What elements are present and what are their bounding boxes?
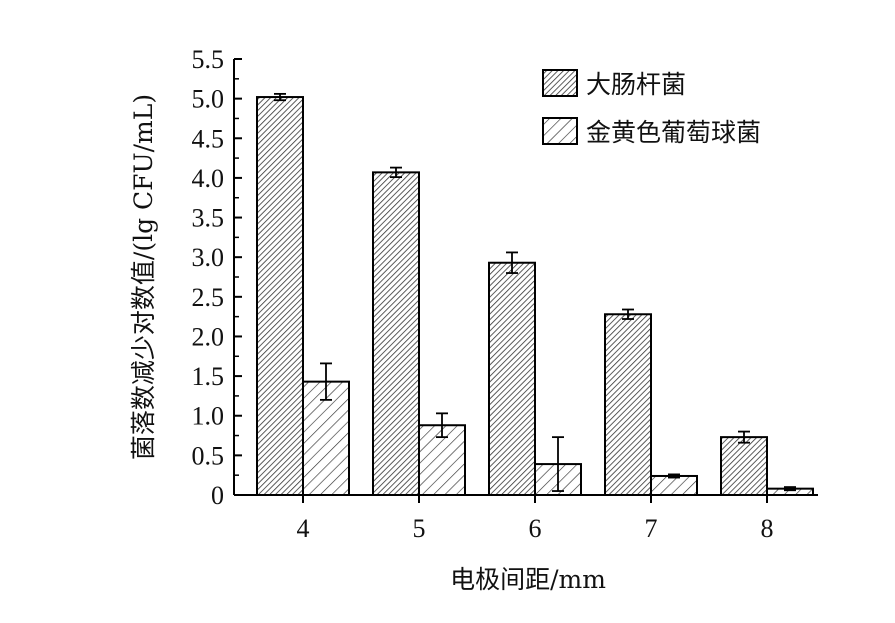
y-tick-label: 4.5 [192, 124, 225, 153]
y-tick-label: 0.5 [192, 441, 225, 470]
bar-ecoli-4 [256, 96, 304, 497]
y-tick-label: 1.5 [192, 362, 225, 391]
y-tick-label: 5.0 [192, 85, 225, 114]
bar-saureus-7 [650, 474, 698, 497]
plot-area: 0 0.5 1.0 1.5 2.0 2.5 3.0 3.5 4.0 4.5 5.0 5.5 4 5 6 7 8 [192, 45, 818, 543]
y-tick-label: 3.5 [192, 204, 225, 233]
legend-label: 金黄色葡萄球菌 [586, 118, 761, 147]
bar-ecoli-6 [488, 261, 536, 496]
y-tick-label: 1.0 [192, 402, 225, 431]
x-tick-label: 4 [297, 514, 310, 543]
bar-ecoli-8 [720, 436, 768, 497]
bar-ecoli-5 [372, 171, 420, 497]
y-tick-label: 2.0 [192, 322, 225, 351]
y-tick-label: 2.5 [192, 283, 225, 312]
legend-swatch [542, 117, 578, 145]
legend-label: 大肠杆菌 [586, 70, 686, 99]
x-tick-label: 7 [645, 514, 658, 543]
y-axis-title: 菌落数减少对数值/(lg CFU/mL) [129, 94, 158, 460]
y-tick-label: 5.5 [192, 45, 225, 74]
x-tick-label: 5 [413, 514, 426, 543]
bar-ecoli-7 [604, 313, 652, 496]
y-tick-label: 0 [211, 481, 224, 510]
x-tick-label: 8 [761, 514, 774, 543]
x-tick-label: 6 [529, 514, 542, 543]
y-tick-label: 4.0 [192, 164, 225, 193]
legend-swatch [542, 69, 578, 97]
x-axis-title: 电极间距/mm [450, 565, 606, 594]
y-tick-label: 3.0 [192, 243, 225, 272]
